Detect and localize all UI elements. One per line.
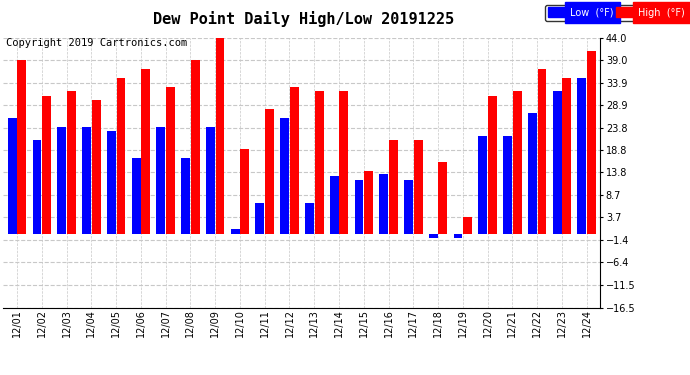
Bar [404,180,413,234]
Bar [438,162,447,234]
Bar [453,234,462,238]
Bar [32,140,41,234]
Text: Dew Point Daily High/Low 20191225: Dew Point Daily High/Low 20191225 [153,11,454,27]
Bar [42,96,51,234]
Bar [67,91,76,234]
Bar [117,78,126,234]
Bar [478,136,487,234]
Bar [240,149,249,234]
Bar [141,69,150,234]
Bar [414,140,422,234]
Bar [181,158,190,234]
Bar [330,176,339,234]
Bar [562,78,571,234]
Bar [380,174,388,234]
Bar [290,87,299,234]
Bar [389,140,398,234]
Bar [265,109,274,234]
Bar [8,118,17,234]
Bar [107,131,116,234]
Bar [355,180,364,234]
Bar [230,230,239,234]
Bar [82,127,91,234]
Text: Copyright 2019 Cartronics.com: Copyright 2019 Cartronics.com [6,38,187,48]
Bar [339,91,348,234]
Legend: Low  (°F), High  (°F): Low (°F), High (°F) [545,4,688,21]
Bar [528,113,537,234]
Bar [578,78,586,234]
Bar [280,118,289,234]
Bar [428,234,437,238]
Bar [191,60,199,234]
Bar [305,202,314,234]
Bar [166,87,175,234]
Bar [553,91,562,234]
Bar [17,60,26,234]
Bar [538,69,546,234]
Bar [215,38,224,234]
Bar [157,127,166,234]
Bar [513,91,522,234]
Bar [255,202,264,234]
Bar [206,127,215,234]
Bar [315,91,324,234]
Bar [488,96,497,234]
Bar [92,100,101,234]
Bar [364,171,373,234]
Bar [57,127,66,234]
Bar [132,158,141,234]
Bar [463,217,472,234]
Bar [587,51,596,234]
Bar [503,136,512,234]
